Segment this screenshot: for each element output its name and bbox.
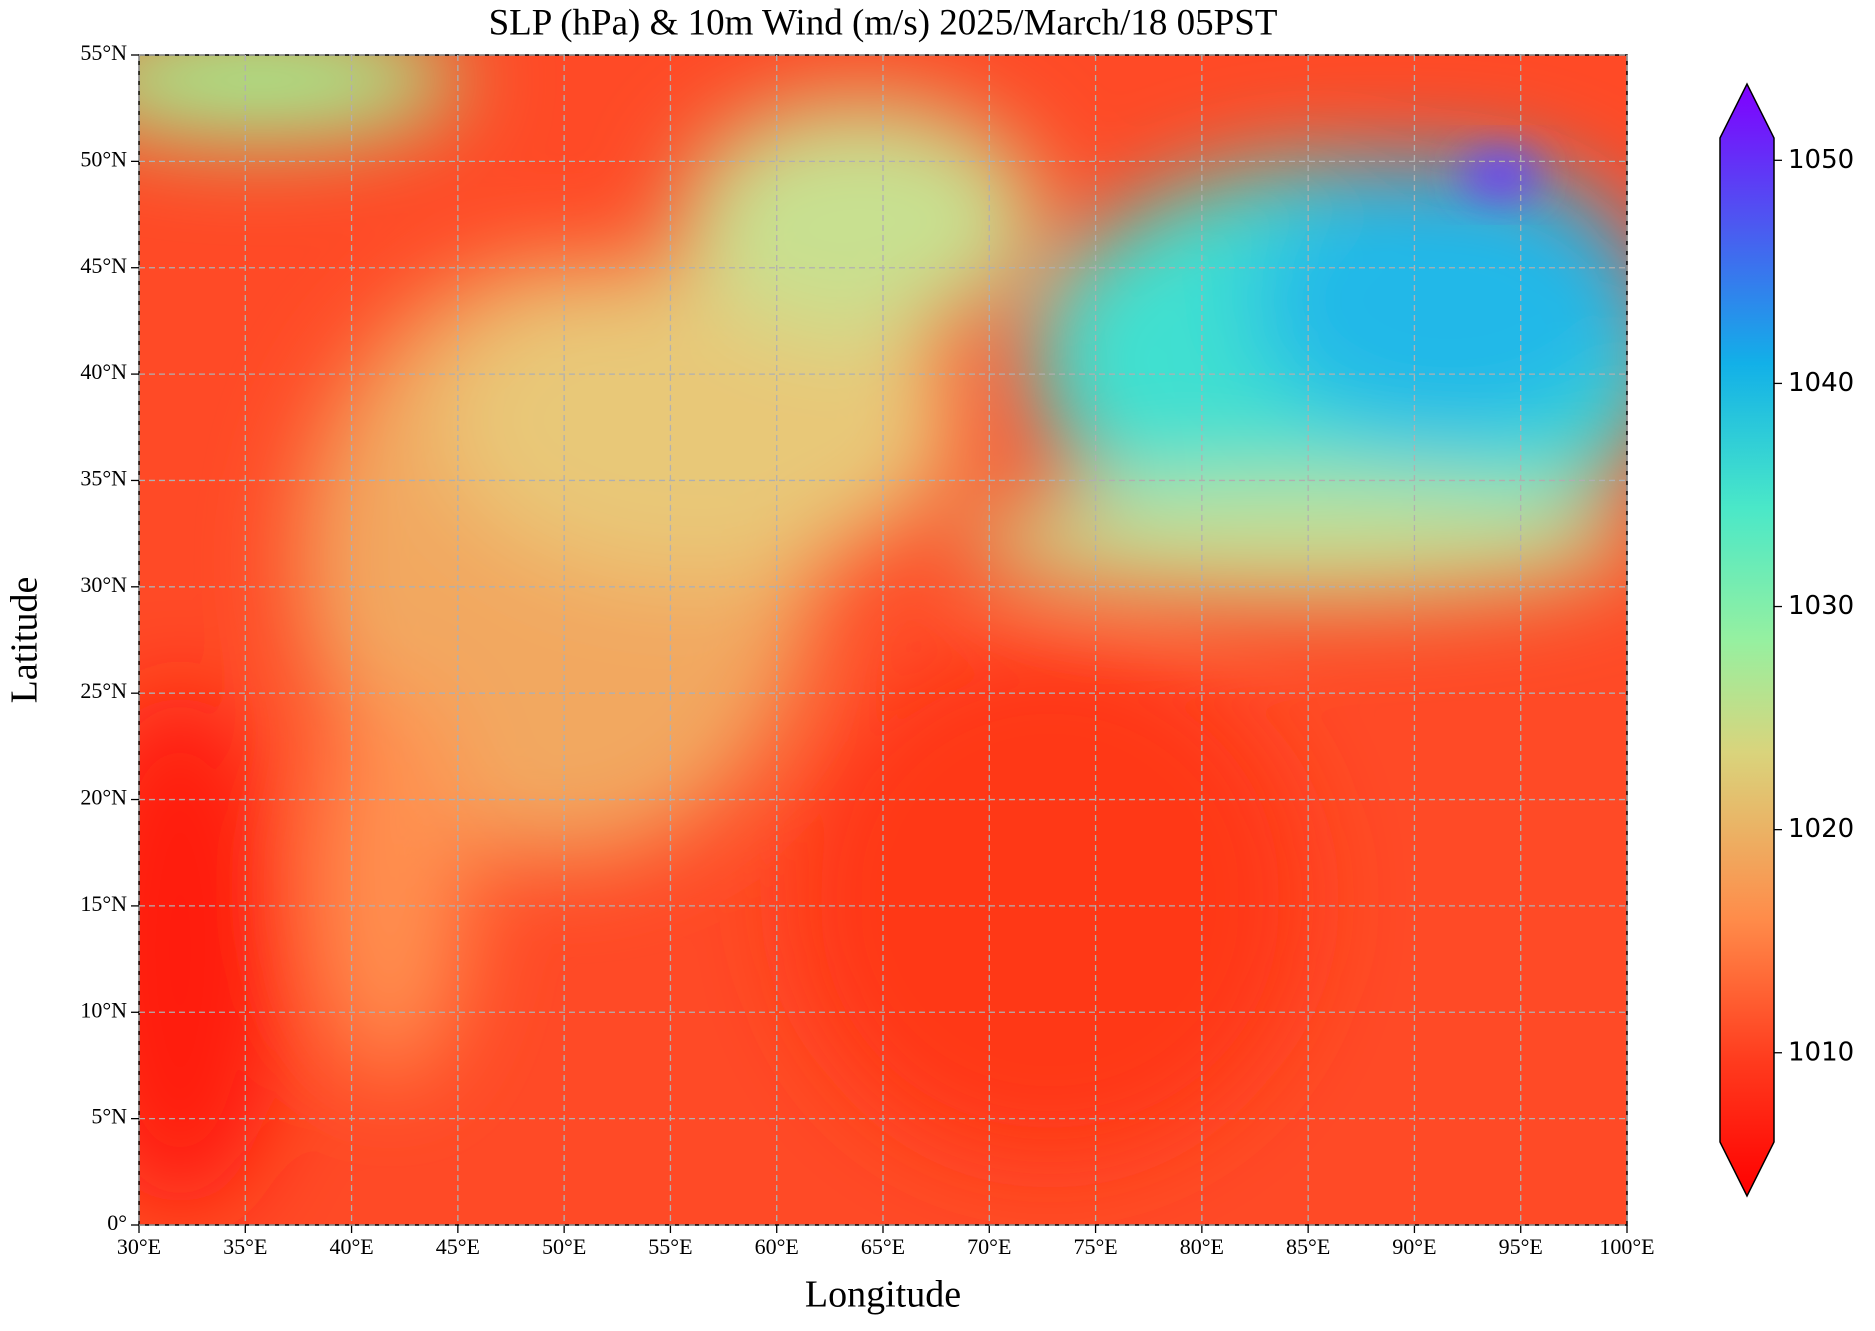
x-tick-label: 100°E (1599, 1234, 1654, 1259)
y-tick-label: 35°N (80, 466, 127, 491)
y-tick-label: 5°N (91, 1104, 127, 1129)
x-tick-label: 35°E (223, 1234, 267, 1259)
x-tick-label: 55°E (648, 1234, 692, 1259)
y-tick-label: 50°N (80, 146, 127, 171)
chart-title: SLP (hPa) & 10m Wind (m/s) 2025/March/18… (489, 2, 1278, 43)
colorbar-tick-label: 1030 (1788, 591, 1854, 621)
colorbar-tick-label: 1020 (1788, 814, 1854, 844)
x-tick-label: 50°E (542, 1234, 586, 1259)
colorbar-tick-label: 1050 (1788, 145, 1854, 175)
x-axis-label: Longitude (805, 1274, 961, 1316)
x-tick-label: 95°E (1499, 1234, 1543, 1259)
x-tick-label: 75°E (1073, 1234, 1117, 1259)
x-tick-label: 85°E (1286, 1234, 1330, 1259)
x-tick-label: 80°E (1180, 1234, 1224, 1259)
y-tick-label: 0° (107, 1210, 127, 1235)
pressure-field (139, 55, 1627, 1225)
y-tick-label: 25°N (80, 678, 127, 703)
x-tick-label: 65°E (861, 1234, 905, 1259)
x-tick-label: 70°E (967, 1234, 1011, 1259)
y-axis-label: Latitude (4, 577, 46, 704)
colorbar-tick-label: 1010 (1788, 1037, 1854, 1067)
x-tick-label: 40°E (329, 1234, 373, 1259)
x-tick-label: 90°E (1392, 1234, 1436, 1259)
y-tick-label: 10°N (80, 997, 127, 1022)
y-tick-label: 45°N (80, 253, 127, 278)
x-tick-label: 30°E (117, 1234, 161, 1259)
y-tick-label: 15°N (80, 891, 127, 916)
y-tick-label: 40°N (80, 359, 127, 384)
y-tick-label: 20°N (80, 785, 127, 810)
x-tick-label: 45°E (436, 1234, 480, 1259)
colorbar (1719, 82, 1775, 1198)
x-tick-label: 60°E (755, 1234, 799, 1259)
colorbar-tick-label: 1040 (1788, 368, 1854, 398)
y-tick-label: 55°N (80, 40, 127, 65)
y-tick-label: 30°N (80, 572, 127, 597)
